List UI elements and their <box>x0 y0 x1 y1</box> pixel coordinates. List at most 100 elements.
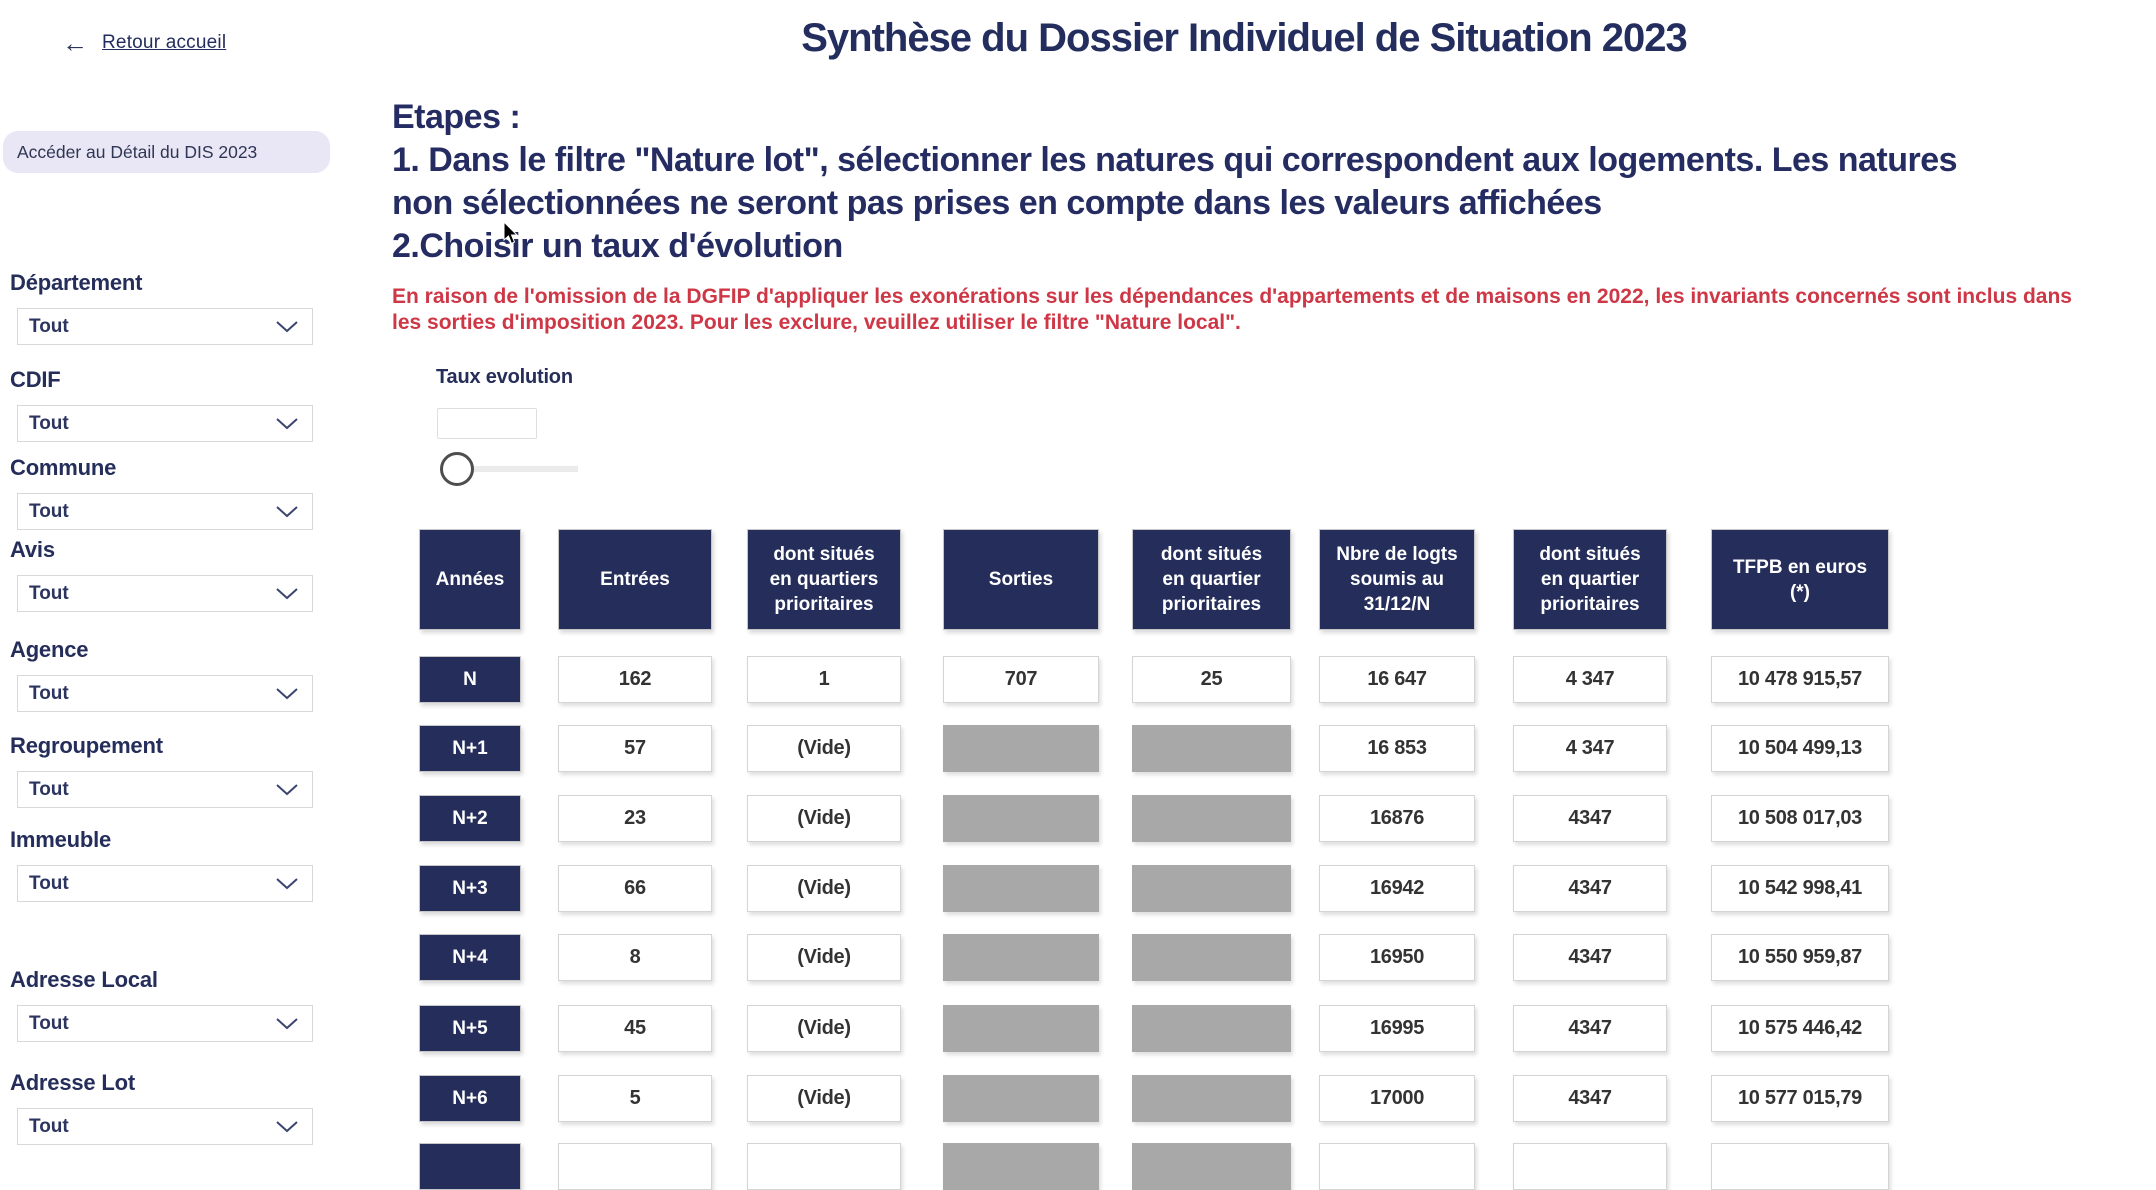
column-header: TFPB en euros (*) <box>1711 529 1889 630</box>
column-header: dont situés en quartier prioritaires <box>1513 529 1667 630</box>
dropdown-value: Tout <box>29 1012 69 1034</box>
row-label-n: N <box>419 656 521 703</box>
table-cell-empty <box>943 865 1099 912</box>
filter-dropdown-immeuble[interactable]: Tout <box>17 865 313 902</box>
filter-d-partement: Département Tout <box>0 270 332 345</box>
table-cell <box>1711 1143 1889 1190</box>
table-cell-empty <box>943 1075 1099 1122</box>
table-cell: 16942 <box>1319 865 1475 912</box>
table-cell: (Vide) <box>747 725 901 772</box>
filter-label: Immeuble <box>10 827 112 852</box>
filter-dropdown-agence[interactable]: Tout <box>17 675 313 712</box>
slider-track[interactable] <box>457 466 578 472</box>
filter-adresse-local: Adresse Local Tout <box>0 967 332 1042</box>
table-cell: 4347 <box>1513 1075 1667 1122</box>
table-cell-empty <box>943 934 1099 981</box>
filter-dropdown-adresse-lot[interactable]: Tout <box>17 1108 313 1145</box>
filter-dropdown-adresse-local[interactable]: Tout <box>17 1005 313 1042</box>
row-label-nplus6: N+6 <box>419 1075 521 1122</box>
table-cell: 16950 <box>1319 934 1475 981</box>
taux-evolution-label: Taux evolution <box>436 366 573 388</box>
filter-dropdown-regroupement[interactable]: Tout <box>17 771 313 808</box>
table-cell-empty <box>1132 795 1291 842</box>
table-cell: 162 <box>558 656 712 703</box>
table-cell: 17000 <box>1319 1075 1475 1122</box>
mouse-cursor <box>503 222 519 245</box>
dropdown-value: Tout <box>29 315 69 337</box>
column-header: Entrées <box>558 529 712 630</box>
chevron-down-icon <box>276 1120 298 1132</box>
filter-dropdown-cdif[interactable]: Tout <box>17 405 313 442</box>
table-cell: 23 <box>558 795 712 842</box>
warning-text: En raison de l'omission de la DGFIP d'ap… <box>392 284 2072 336</box>
warning-line: En raison de l'omission de la DGFIP d'ap… <box>392 285 2072 308</box>
steps-line: Etapes : <box>392 98 521 136</box>
table-cell: 4 347 <box>1513 656 1667 703</box>
row-label-nplus3: N+3 <box>419 865 521 912</box>
table-cell: (Vide) <box>747 1075 901 1122</box>
table-cell <box>558 1143 712 1190</box>
filter-label: Département <box>10 270 143 295</box>
chevron-down-icon <box>276 1017 298 1029</box>
table-cell: 10 542 998,41 <box>1711 865 1889 912</box>
steps-text: Etapes : 1. Dans le filtre "Nature lot", … <box>392 96 1958 268</box>
slider-handle[interactable] <box>440 452 474 486</box>
table-cell: 10 508 017,03 <box>1711 795 1889 842</box>
steps-line: 1. Dans le filtre "Nature lot", sélectio… <box>392 141 1958 179</box>
table-cell: 57 <box>558 725 712 772</box>
table-cell: 4 347 <box>1513 725 1667 772</box>
filter-dropdown-commune[interactable]: Tout <box>17 493 313 530</box>
dropdown-value: Tout <box>29 1115 69 1137</box>
dropdown-value: Tout <box>29 412 69 434</box>
detail-dis-button[interactable]: Accéder au Détail du DIS 2023 <box>3 131 330 173</box>
filter-dropdown-avis[interactable]: Tout <box>17 575 313 612</box>
table-cell: 16 853 <box>1319 725 1475 772</box>
table-cell: (Vide) <box>747 865 901 912</box>
table-cell: 707 <box>943 656 1099 703</box>
chevron-down-icon <box>276 417 298 429</box>
filter-adresse-lot: Adresse Lot Tout <box>0 1070 332 1145</box>
filter-label: Regroupement <box>10 733 163 758</box>
dropdown-value: Tout <box>29 682 69 704</box>
row-label-nplus2: N+2 <box>419 795 521 842</box>
back-link-label: Retour accueil <box>102 32 227 53</box>
table-cell: 10 575 446,42 <box>1711 1005 1889 1052</box>
table-cell: 4347 <box>1513 795 1667 842</box>
table-cell-empty <box>1132 725 1291 772</box>
table-cell: 10 550 959,87 <box>1711 934 1889 981</box>
dropdown-value: Tout <box>29 778 69 800</box>
table-cell: 4347 <box>1513 934 1667 981</box>
table-cell: 5 <box>558 1075 712 1122</box>
back-link[interactable]: ← Retour accueil <box>62 30 226 56</box>
table-cell-empty <box>1132 934 1291 981</box>
row-label-nplus1: N+1 <box>419 725 521 772</box>
table-cell: 45 <box>558 1005 712 1052</box>
table-cell-empty <box>1132 1075 1291 1122</box>
dropdown-value: Tout <box>29 872 69 894</box>
warning-line: les sorties d'imposition 2023. Pour les … <box>392 311 1241 334</box>
table-cell: 8 <box>558 934 712 981</box>
table-cell: 16876 <box>1319 795 1475 842</box>
chevron-down-icon <box>276 783 298 795</box>
filter-label: Adresse Lot <box>10 1070 135 1095</box>
filter-dropdown-d-partement[interactable]: Tout <box>17 308 313 345</box>
steps-line: 2.Choisir un taux d'évolution <box>392 227 843 265</box>
table-cell: 16 647 <box>1319 656 1475 703</box>
row-label-nplus4: N+4 <box>419 934 521 981</box>
table-cell <box>1513 1143 1667 1190</box>
table-cell: 25 <box>1132 656 1291 703</box>
table-cell-empty <box>943 1005 1099 1052</box>
filter-label: Agence <box>10 637 89 662</box>
filter-label: Avis <box>10 537 55 562</box>
chevron-down-icon <box>276 687 298 699</box>
table-cell: 16995 <box>1319 1005 1475 1052</box>
table-cell <box>1319 1143 1475 1190</box>
table-cell <box>747 1143 901 1190</box>
table-cell: (Vide) <box>747 934 901 981</box>
column-header: Années <box>419 529 521 630</box>
taux-evolution-input[interactable] <box>437 408 537 439</box>
chevron-down-icon <box>276 877 298 889</box>
row-label-partial <box>419 1143 521 1190</box>
table-cell: (Vide) <box>747 1005 901 1052</box>
table-cell: 4347 <box>1513 865 1667 912</box>
